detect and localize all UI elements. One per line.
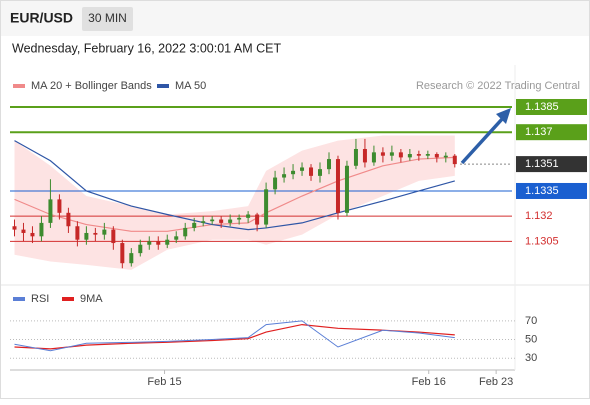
legend-swatch [157,84,169,88]
series-line [14,320,455,352]
candle-body [273,177,278,190]
x-tick-label: Feb 23 [479,376,513,388]
level-box [516,124,587,141]
candle-body [102,229,107,235]
candle-body [300,167,305,171]
candle-body [237,217,242,220]
interval-badge[interactable] [82,7,133,31]
candle-body [120,243,125,264]
candle-body [12,226,17,230]
level-label: 1.1351 [525,158,559,170]
interval[interactable]: 30 MIN [88,11,127,25]
forecast-arrowhead [496,108,511,124]
candle-body [371,152,376,163]
candle-body [443,155,448,158]
level-label: 1.1385 [525,101,559,113]
candle-body [407,154,412,158]
y-tick-label: 30 [525,352,537,364]
price-panel: MA 20 + Bollinger Bands MA 50 Research © 2… [10,80,587,270]
candle-body [452,155,457,165]
candle-body [39,222,44,237]
date: Wednesday, February 16, 2022 3:00:01 AM … [12,41,281,55]
candle-body [309,167,314,176]
candle-body [48,199,53,223]
level-label: 1.137 [525,126,553,138]
bollinger-band [14,135,455,270]
candle-body [174,236,179,240]
candle-body [228,219,233,223]
candle-body [84,232,89,240]
legend-label: RSI [31,293,49,305]
candle-body [165,239,170,245]
legend-label: MA 20 + Bollinger Bands [31,80,152,92]
candle-body [138,244,143,254]
candle-body [192,222,197,228]
x-tick-label: Feb 16 [412,376,446,388]
x-tick-label: Feb 15 [147,376,181,388]
candle-body [362,148,367,163]
candle-body [129,253,134,264]
candle-body [416,154,421,156]
candle-body [344,165,349,213]
candle-body [291,170,296,175]
legend-label: 9MA [80,293,103,305]
candle-body [21,229,26,233]
candle-body [210,219,215,222]
candle-body [183,227,188,237]
candle-body [30,232,35,237]
level-label: 1.1335 [525,185,559,197]
candle-body [66,212,71,227]
candle-body [380,152,385,156]
source: Research © 2022 Trading Central [416,80,580,92]
candle-body [335,159,340,213]
candle-body [389,152,394,156]
legend-swatch [62,297,74,301]
legend-swatch [13,297,25,301]
level-label: 1.1305 [525,235,559,247]
forecast-arrow [460,116,505,165]
candle-body [156,241,161,245]
symbol: EUR/USD [10,10,73,26]
candle-body [264,189,269,225]
candle-body [255,214,260,225]
candle-body [326,159,331,170]
candle-body [111,229,116,244]
candle-body [353,148,358,166]
y-tick-label: 70 [525,315,537,327]
level-label: 1.132 [525,210,553,222]
candle-body [75,226,80,240]
candle-body [219,219,224,223]
candle-body [93,232,98,235]
candle-body [201,221,206,223]
legend-swatch [13,84,25,88]
rsi-panel: RSI 9MA 30 50 70 Feb 15 Feb 16 Feb 23 [10,293,537,388]
series-line [14,140,455,231]
y-tick-label: 50 [525,333,537,345]
level-box [516,98,587,115]
level-box [516,182,587,199]
candle-body [57,199,62,213]
candle-body [246,214,251,218]
candle-body [425,154,430,156]
candle-body [147,241,152,245]
level-box [516,156,587,173]
candle-body [282,174,287,178]
legend-label: MA 50 [175,80,206,92]
candle-body [398,152,403,158]
candle-body [318,169,323,176]
candle-body [434,154,439,158]
